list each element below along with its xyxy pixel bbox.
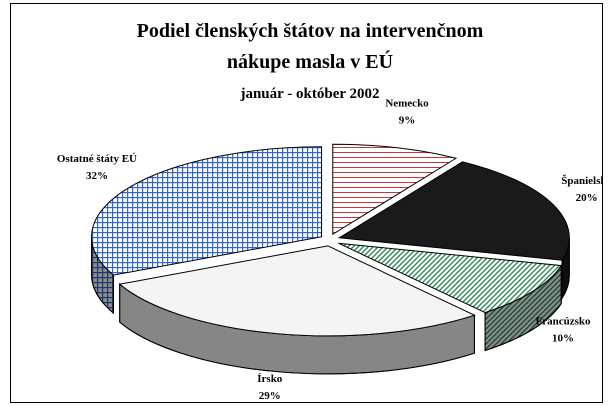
value-label: 10% (552, 333, 574, 345)
slice (118, 245, 476, 337)
value-label: 29% (259, 390, 281, 402)
slice (337, 161, 570, 261)
category-label: Nemecko (385, 98, 429, 110)
category-label: Francúzsko (536, 316, 592, 328)
chart-subtitle: január - október 2002 (240, 86, 380, 102)
category-label: Španielsko (561, 174, 612, 187)
slice (338, 242, 563, 314)
value-label: 9% (399, 115, 416, 127)
slice (91, 146, 323, 276)
chart-title: Podiel členských štátov na intervenčnom … (136, 20, 484, 73)
category-label: Ostatné štáty EÚ (57, 153, 137, 165)
labels: Nemecko 9% Španielsko 20% Francúzsko 10% Írsko… (57, 98, 612, 402)
slice (332, 143, 458, 236)
pie (91, 143, 570, 375)
value-label: 20% (576, 192, 598, 204)
value-label: 32% (86, 170, 108, 182)
category-label: Írsko (257, 373, 283, 385)
